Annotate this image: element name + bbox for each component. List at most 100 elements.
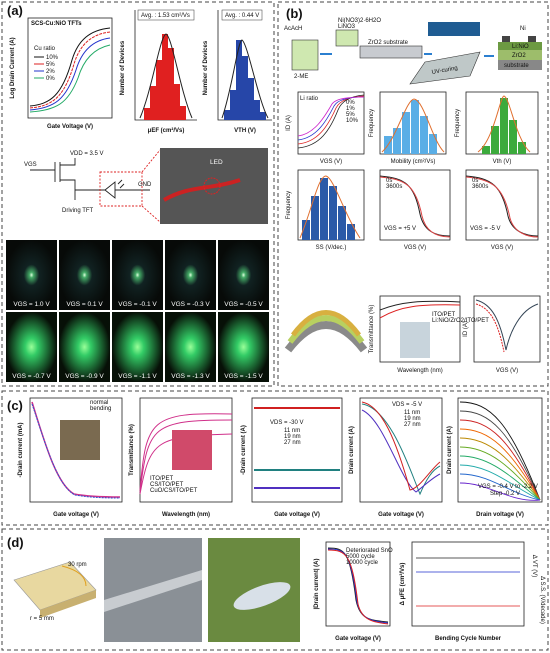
legend-entry: 5000 cycle xyxy=(346,554,375,560)
process-label: 2-ME xyxy=(294,74,308,80)
y-label: Drain current (A) xyxy=(447,426,453,474)
x-label: SS (V/dec.) xyxy=(316,245,347,251)
photo xyxy=(172,430,212,470)
photo xyxy=(400,322,430,358)
legend-entry: normal xyxy=(90,400,108,406)
process-label: AcAcH xyxy=(284,26,302,32)
curve xyxy=(459,437,541,501)
y-label: ID (A) xyxy=(463,321,469,337)
plot-frame xyxy=(297,91,365,155)
legend-entry: Li:NiO/ZrO2/ITO/PET xyxy=(432,318,489,324)
legend: 10% 5% 2% 0% xyxy=(34,55,59,82)
panel-frame xyxy=(1,528,549,651)
avg-box xyxy=(221,9,263,21)
histogram xyxy=(302,178,355,240)
legend-entry: ITO/PET xyxy=(432,312,456,318)
process-label: substrate xyxy=(504,63,529,69)
photo xyxy=(59,240,110,310)
curve xyxy=(459,419,541,501)
legend-entry: 0s xyxy=(386,178,392,184)
plot-frame xyxy=(251,397,343,503)
process-label: ZrO2 xyxy=(512,53,526,59)
circuit-label: VGS xyxy=(24,162,37,168)
photo-detail xyxy=(233,582,291,610)
fit xyxy=(299,175,361,239)
photo xyxy=(165,312,216,382)
curve xyxy=(465,175,539,237)
process-label: UV-curing xyxy=(431,65,458,75)
y-label: |Drain current| (A) xyxy=(314,558,320,609)
panel-label: (c) xyxy=(7,398,23,413)
curve xyxy=(327,549,389,625)
y2-label: Δ VT (V) xyxy=(531,555,537,578)
legend-entry: CS/ITO/PET xyxy=(150,482,184,488)
histogram xyxy=(482,98,526,154)
y-label: Frequency xyxy=(455,109,461,137)
legend-title: Li ratio xyxy=(300,96,319,102)
curve xyxy=(459,482,541,501)
plot-frame xyxy=(359,397,443,503)
panel-frame xyxy=(1,1,275,387)
legend-entry: bending xyxy=(90,406,111,412)
x-label: Drain voltage (V) xyxy=(476,512,524,518)
avg-box xyxy=(137,9,195,21)
x-label: Gate Voltage (V) xyxy=(47,124,93,130)
curves xyxy=(29,27,111,113)
panel-label: (b) xyxy=(286,6,303,21)
y-label: Transmittance (%) xyxy=(129,424,135,476)
panel-label: (d) xyxy=(7,535,24,550)
annotation: Avg. : 1.53 cm²/Vs xyxy=(141,13,190,19)
photo xyxy=(218,312,269,382)
curve xyxy=(31,403,121,499)
x-label: VGS (V) xyxy=(320,159,342,165)
legend-entry: ITO/PET xyxy=(150,476,174,482)
panel-frame xyxy=(1,390,549,526)
y-label: -Drain current (mA) xyxy=(18,422,24,477)
fit xyxy=(139,33,193,119)
curves xyxy=(459,401,541,501)
curve xyxy=(379,175,451,237)
legend-entry: 3600s xyxy=(472,184,488,190)
legend-entry: 19 nm xyxy=(404,416,421,422)
photo-label: VGS = -0.5 V xyxy=(224,301,263,308)
curve xyxy=(459,410,541,501)
x-label: VGS (V) xyxy=(496,368,518,374)
photo xyxy=(6,240,57,310)
process-label: Li:NiO xyxy=(512,44,529,50)
annotation: Avg. : 0.44 V xyxy=(225,13,259,19)
legend-entry: 10% xyxy=(46,55,59,61)
y-label: Number of Devices xyxy=(203,40,209,95)
fit xyxy=(221,39,269,119)
fit xyxy=(381,98,445,153)
plot-frame xyxy=(473,295,541,363)
x-label: VTH (V) xyxy=(234,128,256,134)
histogram xyxy=(224,40,266,120)
y-label: Transmittance (%) xyxy=(369,305,375,354)
legend-entry: Deteriorated SnO xyxy=(346,548,393,554)
plot-title: SCS-Cu:NiO TFTs xyxy=(31,21,82,27)
process-label: Ni xyxy=(520,26,526,32)
x-label: Mobility (cm²/Vs) xyxy=(391,159,436,165)
plot-frame xyxy=(465,169,539,241)
annotation: VGS = +5 V xyxy=(384,226,416,232)
y-label: Log Drain Current (A) xyxy=(10,37,16,98)
legend-entry: 1% xyxy=(346,106,355,112)
legend-entry: 11 nm xyxy=(284,428,300,434)
plot-frame xyxy=(379,295,461,363)
curve xyxy=(459,446,541,501)
plot-frame xyxy=(29,397,123,503)
legend-entry: 19 nm xyxy=(284,434,301,440)
circuit-label: VDD = 3.5 V xyxy=(70,151,104,157)
x-label: Vth (V) xyxy=(493,159,512,165)
curve xyxy=(361,401,441,491)
curve xyxy=(459,401,541,501)
device-cartoon xyxy=(13,561,97,618)
photo-detail xyxy=(104,570,202,612)
photo-label: VGS = -1.3 V xyxy=(171,373,210,380)
legend-entry: 10% xyxy=(346,118,359,124)
circuit-label: GND xyxy=(138,182,152,188)
y-label: Δ μFE (cm²/Vs) xyxy=(399,563,406,606)
x-label: Gate voltage (V) xyxy=(53,512,99,518)
legend-entry: 5% xyxy=(346,112,355,118)
curve xyxy=(379,300,461,311)
